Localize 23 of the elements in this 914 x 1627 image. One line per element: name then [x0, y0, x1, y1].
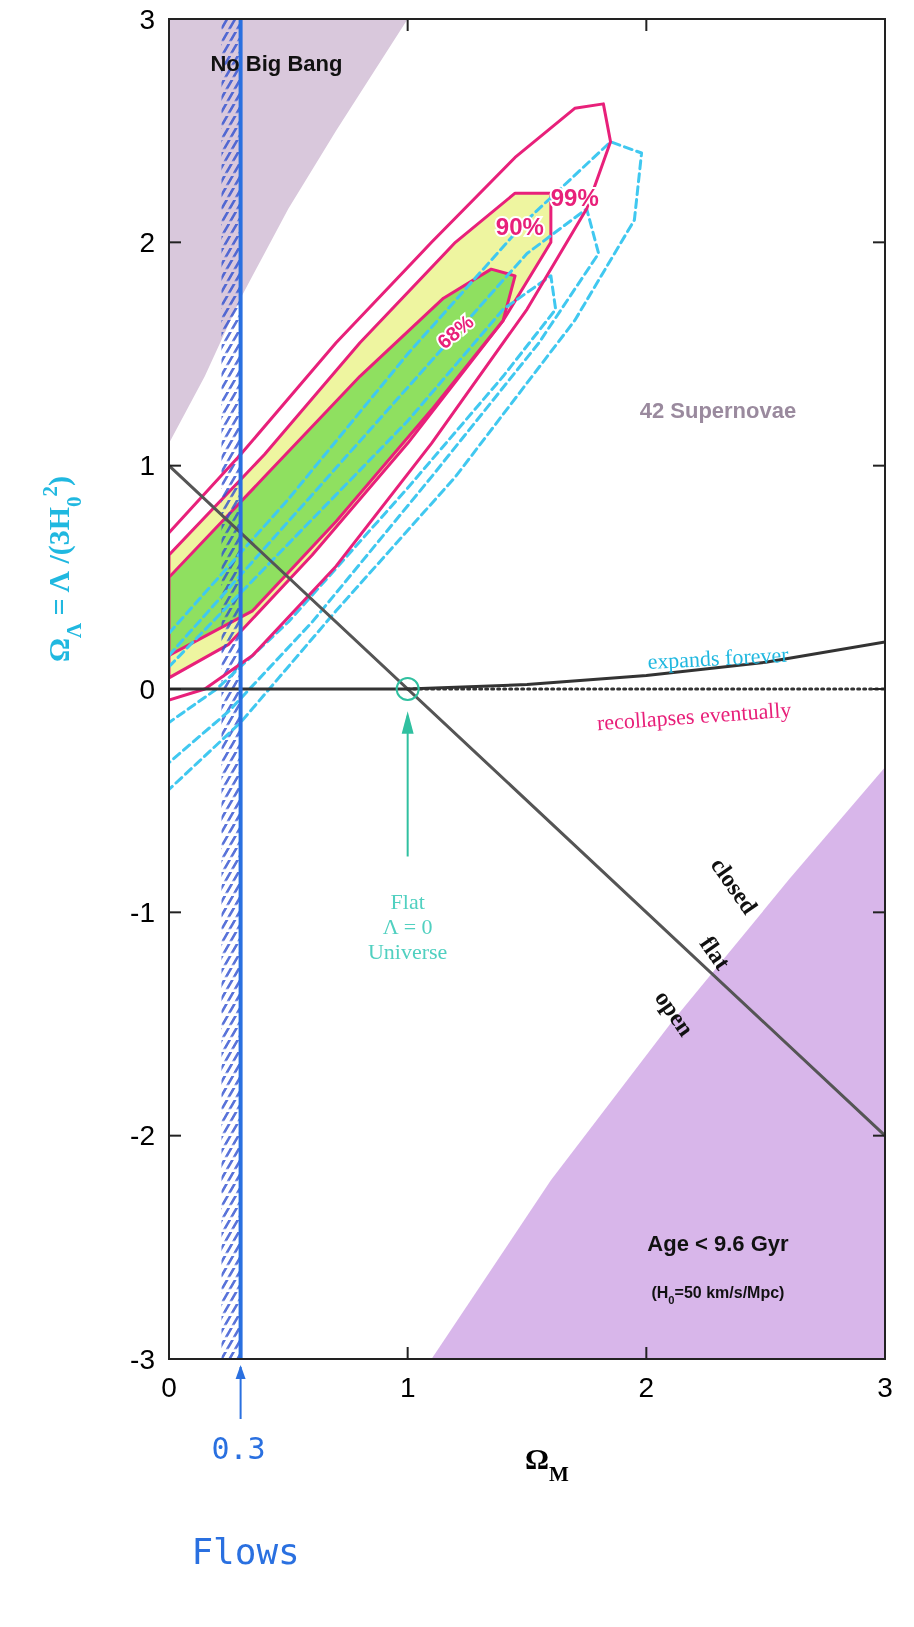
- x-tick-label: 2: [638, 1372, 655, 1403]
- y-tick-label: 3: [139, 3, 155, 35]
- annotation: flat: [694, 931, 736, 975]
- text: Flows: [191, 1531, 300, 1572]
- annotation: 68%: [433, 310, 478, 353]
- ref-line-label: 0.3: [211, 1431, 266, 1466]
- y-tick-label: -1: [130, 897, 155, 929]
- y-tick-label: -2: [130, 1120, 155, 1152]
- annotation: Flat Λ = 0 Universe: [367, 888, 448, 965]
- y-tick-label: -3: [130, 1343, 155, 1375]
- annotation: 42 Supernovae: [639, 397, 797, 423]
- x-tick-label: 3: [877, 1372, 893, 1403]
- y-tick-label: 0: [139, 673, 155, 705]
- annotation: recollapses eventually: [596, 696, 793, 736]
- y-tick-label: 2: [139, 227, 155, 259]
- x-tick-label: 0: [161, 1372, 177, 1403]
- annotation: 90%: [495, 213, 544, 241]
- annotation: expands forever: [646, 641, 790, 675]
- annotation: Age < 9.6 Gyr: [647, 1230, 789, 1256]
- x-axis-title: Ω$_{M}$: [525, 1442, 570, 1486]
- annotation: (H$_{0}$=50 km/s/Mpc): [651, 1283, 785, 1306]
- y-tick-label: 1: [139, 450, 155, 482]
- x-tick-label: 1: [399, 1372, 416, 1403]
